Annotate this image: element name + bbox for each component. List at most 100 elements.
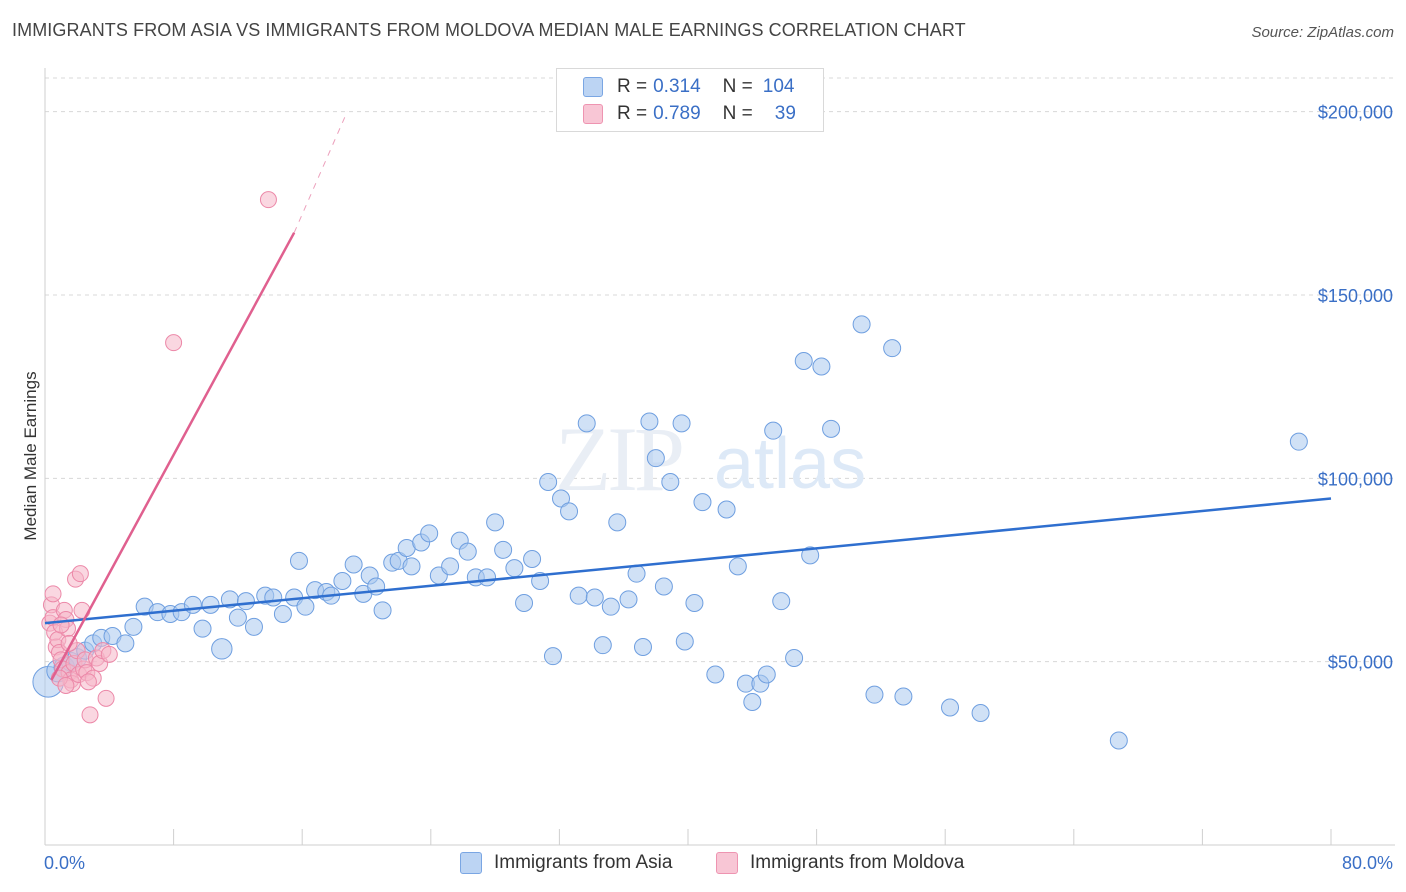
asia-point bbox=[693, 493, 712, 512]
asia-point bbox=[1109, 731, 1128, 750]
asia-point bbox=[801, 546, 820, 565]
asia-point bbox=[183, 595, 202, 614]
bottom-legend-label-moldova: Immigrants from Moldova bbox=[750, 852, 965, 873]
asia-point bbox=[608, 513, 627, 532]
asia-point bbox=[812, 357, 831, 376]
asia-point bbox=[236, 592, 255, 611]
moldova-point bbox=[259, 191, 277, 209]
asia-point bbox=[543, 647, 562, 666]
asia-point bbox=[228, 608, 247, 627]
moldova-point bbox=[52, 616, 70, 634]
asia-point bbox=[865, 685, 884, 704]
asia-point bbox=[728, 557, 747, 576]
asia-point bbox=[333, 572, 352, 590]
watermark-atlas: atlas bbox=[714, 424, 866, 504]
asia-point bbox=[577, 414, 596, 433]
asia-point bbox=[344, 555, 363, 574]
asia-point bbox=[601, 597, 620, 616]
asia-point bbox=[193, 619, 212, 638]
legend: R = 0.314 N = 104 R = 0.789 N = 39 bbox=[556, 68, 824, 132]
moldova-point bbox=[97, 689, 115, 707]
asia-point bbox=[420, 524, 439, 543]
moldova-point bbox=[57, 677, 75, 694]
asia-point bbox=[593, 636, 612, 655]
asia-point bbox=[822, 419, 841, 438]
chart-title: IMMIGRANTS FROM ASIA VS IMMIGRANTS FROM … bbox=[12, 20, 966, 40]
bottom-legend-label-asia: Immigrants from Asia bbox=[494, 852, 673, 873]
asia-point bbox=[458, 542, 477, 561]
x-tick-label: 0.0% bbox=[44, 853, 85, 873]
asia-point bbox=[852, 315, 871, 334]
bottom-legend-moldova: Immigrants from Moldova bbox=[716, 852, 964, 874]
moldova-trend-extension bbox=[293, 111, 348, 233]
asia-point bbox=[685, 594, 704, 612]
legend-n-label: N = bbox=[722, 103, 753, 124]
trend-lines bbox=[44, 111, 1332, 681]
legend-n-value: 104 bbox=[762, 76, 795, 97]
asia-point bbox=[675, 632, 694, 651]
moldova-point bbox=[71, 565, 89, 583]
asia-point bbox=[1289, 432, 1308, 451]
asia-point bbox=[244, 617, 263, 636]
asia-point bbox=[273, 605, 292, 623]
asia-point bbox=[717, 500, 736, 519]
legend-swatch-moldova bbox=[583, 104, 603, 124]
asia-point bbox=[661, 473, 680, 491]
axes bbox=[44, 68, 1395, 846]
asia-point bbox=[743, 693, 762, 711]
asia-point bbox=[772, 592, 791, 611]
asia-point bbox=[560, 502, 579, 521]
asia-point bbox=[505, 559, 524, 578]
bottom-legend-asia: Immigrants from Asia bbox=[460, 852, 672, 874]
asia-point bbox=[646, 449, 665, 468]
x-tick-label: 80.0% bbox=[1342, 853, 1393, 873]
asia-point bbox=[494, 540, 513, 559]
asia-point bbox=[785, 649, 804, 667]
moldova-points bbox=[41, 191, 277, 724]
asia-point bbox=[941, 698, 960, 717]
gridlines bbox=[45, 77, 1395, 663]
asia-point bbox=[289, 551, 308, 570]
moldova-point bbox=[100, 645, 118, 663]
tick-labels: $50,000 $100,000 $150,000 $200,000 0.0% 80.0% bbox=[44, 103, 1393, 873]
moldova-trend-line bbox=[50, 232, 296, 681]
asia-point bbox=[585, 588, 604, 607]
moldova-point bbox=[79, 673, 97, 691]
asia-point bbox=[523, 550, 542, 568]
asia-point bbox=[764, 421, 783, 440]
asia-point bbox=[757, 665, 776, 684]
asia-point bbox=[441, 557, 460, 576]
asia-point bbox=[633, 638, 652, 656]
asia-point bbox=[211, 638, 233, 660]
asia-point bbox=[373, 601, 392, 620]
asia-point bbox=[486, 513, 505, 532]
asia-point bbox=[515, 594, 534, 612]
y-tick-label: $100,000 bbox=[1318, 469, 1393, 489]
asia-point bbox=[296, 597, 315, 616]
bottom-legend-swatch-moldova bbox=[716, 852, 738, 874]
asia-points bbox=[32, 315, 1308, 750]
asia-point bbox=[672, 414, 691, 433]
source-credit: Source: ZipAtlas.com bbox=[1251, 24, 1394, 41]
asia-point bbox=[201, 595, 220, 614]
asia-point bbox=[794, 352, 813, 370]
asia-point bbox=[894, 687, 913, 706]
asia-point bbox=[971, 704, 990, 722]
legend-n-label: N = bbox=[722, 76, 753, 97]
bottom-legend-swatch-asia bbox=[460, 852, 482, 874]
asia-point bbox=[569, 586, 588, 605]
legend-r-value: 0.789 bbox=[653, 103, 701, 124]
asia-point bbox=[654, 577, 673, 596]
asia-point bbox=[706, 665, 725, 684]
legend-r-label: R = bbox=[617, 103, 648, 124]
moldova-point bbox=[165, 334, 183, 352]
legend-r-label: R = bbox=[617, 76, 648, 97]
y-tick-label: $50,000 bbox=[1328, 653, 1393, 673]
legend-row-asia: R = 0.314 N = 104 bbox=[583, 74, 794, 100]
moldova-point bbox=[81, 706, 99, 724]
legend-r-value: 0.314 bbox=[653, 76, 701, 97]
y-tick-label: $150,000 bbox=[1318, 286, 1393, 306]
y-tick-label: $200,000 bbox=[1318, 103, 1393, 123]
asia-point bbox=[552, 489, 571, 508]
legend-swatch-asia bbox=[583, 77, 603, 97]
